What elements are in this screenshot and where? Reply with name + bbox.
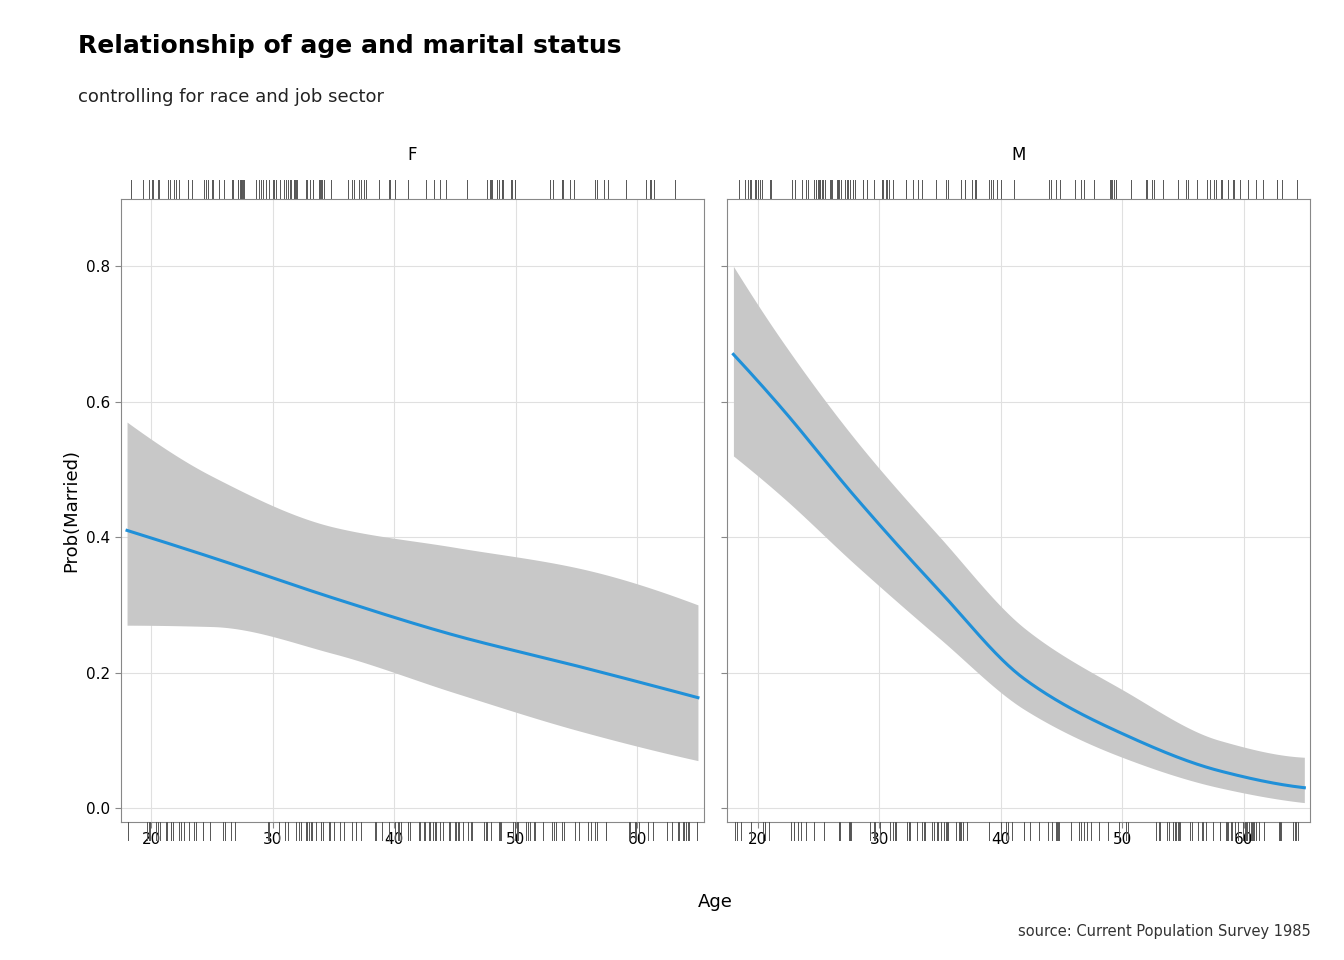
Text: M: M	[1012, 146, 1025, 164]
Text: Relationship of age and marital status: Relationship of age and marital status	[78, 34, 621, 58]
Y-axis label: Prob(Married): Prob(Married)	[63, 448, 81, 571]
Text: controlling for race and job sector: controlling for race and job sector	[78, 88, 384, 107]
Text: Age: Age	[698, 893, 732, 911]
Text: source: Current Population Survey 1985: source: Current Population Survey 1985	[1017, 924, 1310, 939]
Text: F: F	[407, 146, 417, 164]
